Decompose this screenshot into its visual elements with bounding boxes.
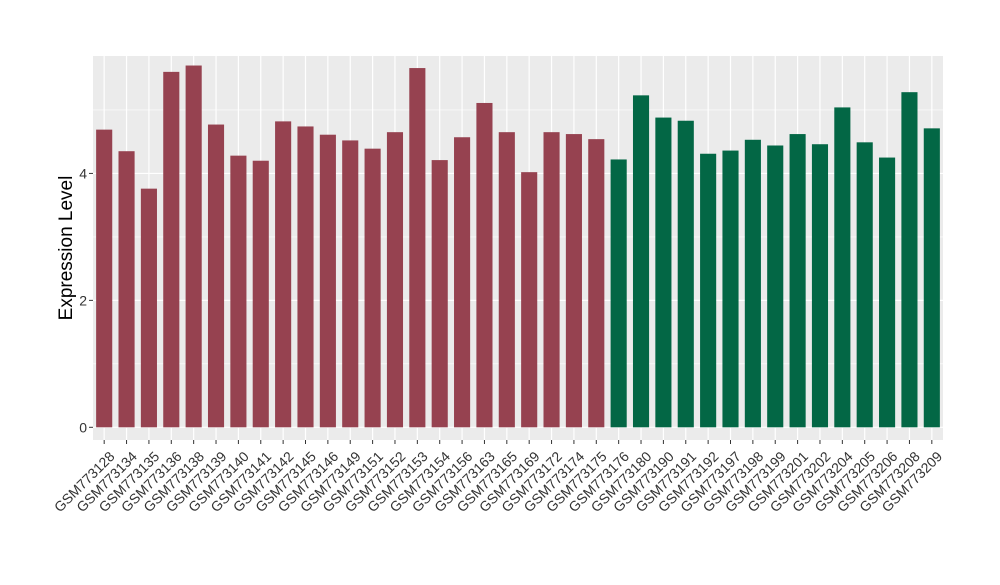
bar-GSM773165	[498, 132, 515, 428]
y-tick-label: 0	[79, 419, 87, 435]
bar-GSM773128	[96, 129, 113, 428]
bar-GSM773197	[722, 150, 739, 428]
bar-GSM773172	[543, 132, 560, 428]
bar-GSM773174	[565, 134, 582, 428]
bar-GSM773163	[476, 102, 493, 428]
bar-GSM773176	[610, 159, 627, 428]
bar-GSM773205	[856, 142, 873, 428]
bar-GSM773142	[275, 121, 292, 428]
bar-GSM773180	[632, 95, 650, 428]
bar-GSM773146	[319, 134, 336, 428]
bars	[96, 65, 940, 428]
bar-GSM773135	[140, 188, 157, 428]
bar-GSM773208	[901, 92, 918, 428]
bar-GSM773154	[431, 160, 448, 428]
bar-GSM773206	[879, 157, 896, 428]
bar-GSM773152	[386, 132, 404, 428]
bar-GSM773136	[163, 71, 180, 428]
bar-GSM773145	[297, 126, 314, 428]
bar-GSM773149	[342, 140, 359, 428]
bar-GSM773134	[118, 151, 135, 428]
bar-GSM773201	[789, 134, 806, 428]
bar-GSM773153	[409, 68, 426, 428]
y-axis-label: Expression Level	[56, 176, 77, 321]
bar-GSM773192	[700, 153, 717, 428]
bar-GSM773204	[834, 107, 851, 428]
y-tick-label: 4	[79, 165, 87, 181]
bar-GSM773198	[744, 139, 761, 428]
y-axis: 0 2 4	[79, 165, 93, 435]
bar-GSM773156	[454, 137, 471, 428]
bar-GSM773175	[588, 139, 605, 428]
bar-GSM773139	[207, 124, 225, 428]
bar-GSM773141	[252, 160, 269, 428]
bar-GSM773140	[230, 155, 247, 428]
x-axis: GSM773128GSM773134GSM773135GSM773136GSM7…	[51, 440, 945, 515]
bar-GSM773169	[521, 172, 538, 428]
bar-GSM773190	[655, 117, 672, 428]
bar-GSM773151	[364, 148, 381, 428]
bar-GSM773191	[677, 120, 694, 428]
bar-GSM773202	[811, 144, 829, 428]
y-tick-label: 2	[79, 292, 87, 308]
bar-GSM773209	[923, 128, 940, 428]
bar-GSM773138	[185, 65, 202, 428]
bar-GSM773199	[767, 145, 784, 428]
